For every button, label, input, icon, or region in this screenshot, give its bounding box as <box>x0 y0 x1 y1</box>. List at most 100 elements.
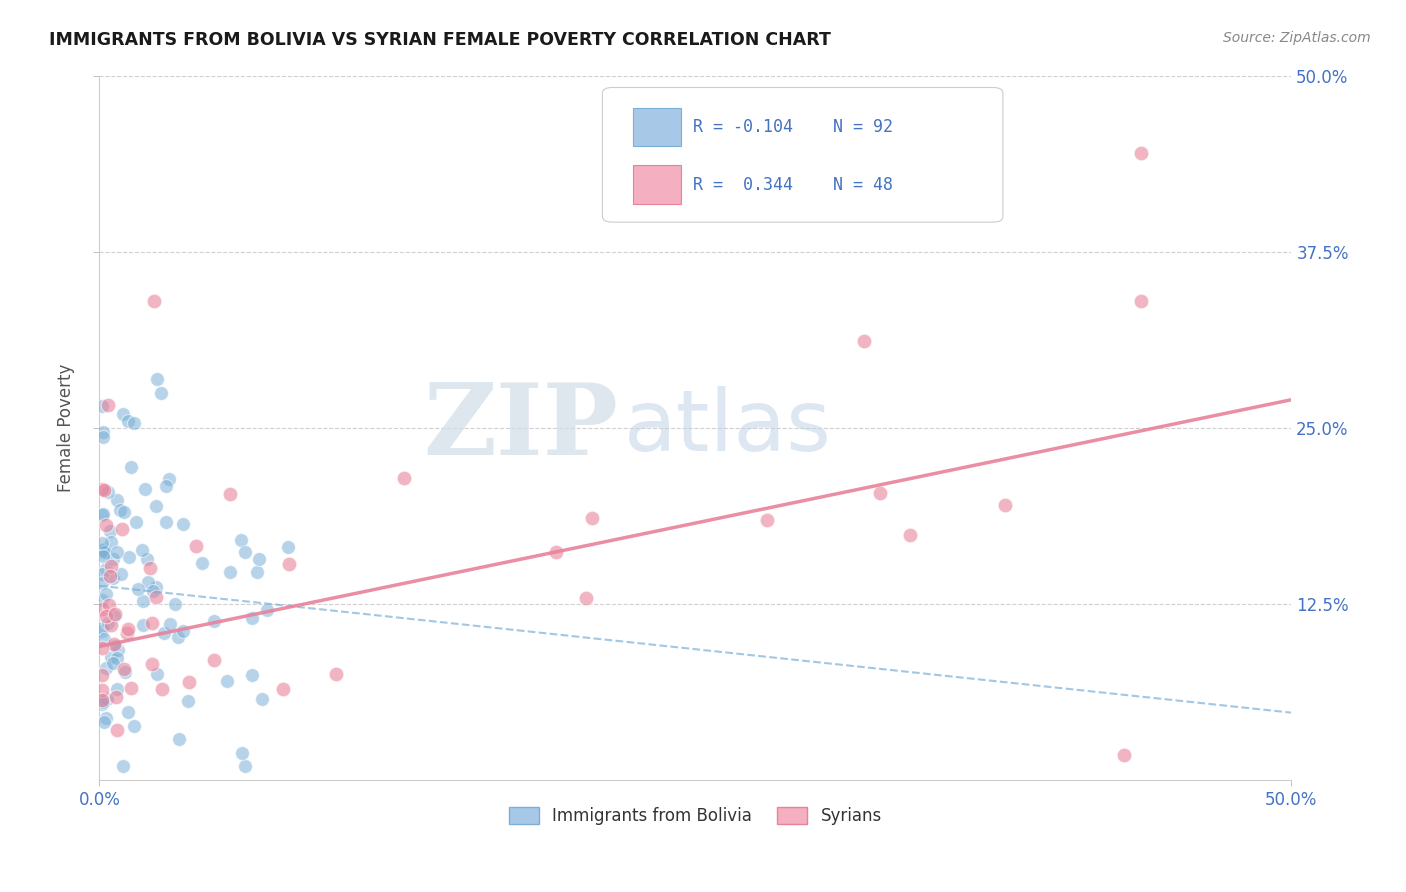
Point <box>202 614 225 628</box>
Point <box>96 692 118 706</box>
Point <box>145 580 167 594</box>
Point <box>1129 293 1152 308</box>
Point <box>853 334 876 348</box>
Text: Source: ZipAtlas.com: Source: ZipAtlas.com <box>1223 31 1371 45</box>
Point <box>325 667 347 681</box>
Legend: Immigrants from Bolivia, Syrians: Immigrants from Bolivia, Syrians <box>509 806 882 825</box>
Point <box>145 499 167 513</box>
Point <box>94 517 117 532</box>
Point <box>103 571 125 585</box>
Point <box>172 517 194 532</box>
Point <box>90 602 112 616</box>
Point <box>278 557 301 571</box>
Point <box>575 591 598 606</box>
Point <box>104 690 127 704</box>
Point <box>97 398 120 412</box>
Point <box>90 566 112 581</box>
Point <box>103 640 125 654</box>
Point <box>105 492 128 507</box>
Point <box>100 617 122 632</box>
Point <box>117 622 139 636</box>
Point <box>90 482 112 496</box>
Point <box>104 607 127 621</box>
Text: R =  0.344    N = 48: R = 0.344 N = 48 <box>693 176 893 194</box>
Point <box>97 485 120 500</box>
Point <box>96 660 118 674</box>
Point <box>218 565 240 579</box>
Point <box>135 552 157 566</box>
Point <box>107 642 129 657</box>
Point <box>103 551 125 566</box>
Point <box>110 567 132 582</box>
Point <box>93 542 115 557</box>
Point <box>271 682 294 697</box>
Point <box>755 512 778 526</box>
Text: R = -0.104    N = 92: R = -0.104 N = 92 <box>693 118 893 136</box>
Point <box>105 723 128 737</box>
Point <box>90 575 112 590</box>
Point <box>90 697 112 711</box>
Point <box>157 472 180 486</box>
Point <box>150 385 173 400</box>
Point <box>125 515 148 529</box>
Point <box>91 544 114 558</box>
Point <box>112 505 135 519</box>
Text: IMMIGRANTS FROM BOLIVIA VS SYRIAN FEMALE POVERTY CORRELATION CHART: IMMIGRANTS FROM BOLIVIA VS SYRIAN FEMALE… <box>49 31 831 49</box>
Point <box>1114 747 1136 762</box>
Point <box>581 511 603 525</box>
Point <box>155 478 177 492</box>
Point <box>98 524 121 538</box>
Point <box>122 417 145 431</box>
Point <box>90 683 112 698</box>
Point <box>166 630 188 644</box>
Point <box>132 593 155 607</box>
Point <box>240 668 263 682</box>
Point <box>105 651 128 665</box>
Point <box>93 714 115 729</box>
Point <box>111 759 134 773</box>
Point <box>165 597 187 611</box>
Point <box>94 586 117 600</box>
Point <box>250 692 273 706</box>
Point <box>127 582 149 596</box>
Point <box>184 539 207 553</box>
Point <box>110 522 132 536</box>
Point <box>97 615 120 630</box>
Point <box>159 616 181 631</box>
Point <box>544 545 567 559</box>
Point <box>100 534 122 549</box>
Point <box>131 618 153 632</box>
Point <box>141 657 163 672</box>
FancyBboxPatch shape <box>634 165 681 204</box>
Text: ZIP: ZIP <box>423 379 619 476</box>
Point <box>141 616 163 631</box>
Point <box>120 460 142 475</box>
Point <box>117 414 139 428</box>
Point <box>217 673 239 688</box>
Point <box>191 557 214 571</box>
Point <box>114 665 136 680</box>
Point <box>90 667 112 681</box>
Point <box>898 528 921 542</box>
Point <box>1130 146 1153 161</box>
Point <box>277 541 299 555</box>
Point <box>155 515 177 529</box>
Point <box>219 487 242 501</box>
Point <box>150 682 173 697</box>
Point <box>93 425 115 440</box>
Point <box>93 632 115 646</box>
Point <box>90 621 112 635</box>
Point <box>103 609 125 624</box>
Point <box>105 681 128 696</box>
Point <box>103 637 125 651</box>
Point <box>90 693 112 707</box>
Point <box>112 662 135 676</box>
Point <box>105 545 128 559</box>
Point <box>143 293 166 308</box>
Point <box>120 681 142 695</box>
Point <box>231 746 253 760</box>
Point <box>136 574 159 589</box>
Point <box>91 549 114 563</box>
Point <box>93 483 115 497</box>
Point <box>115 625 138 640</box>
